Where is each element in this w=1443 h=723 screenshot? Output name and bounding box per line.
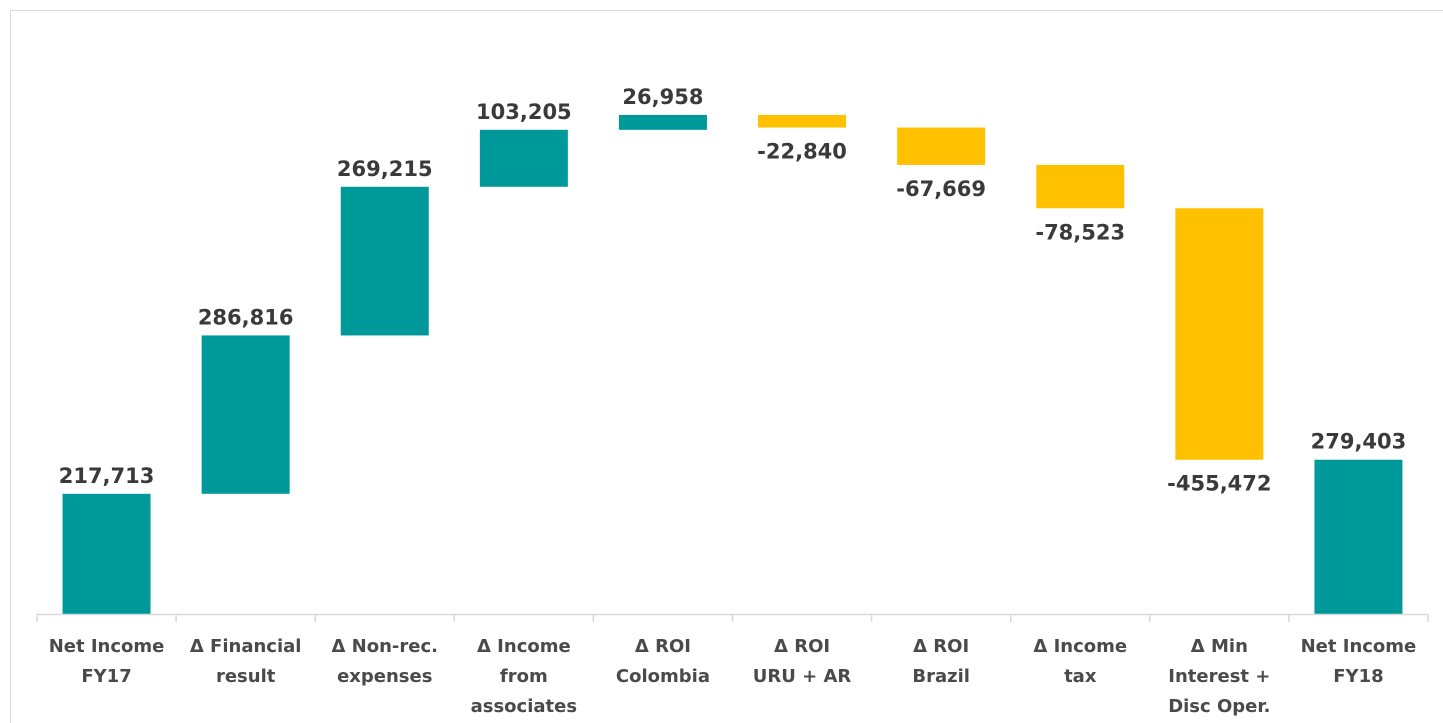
data-labels-group: 217,713 286,816 269,215 103,205 26,958 -22,84… <box>59 85 1407 496</box>
chart-frame <box>10 10 1443 723</box>
waterfall-bar <box>1314 459 1403 614</box>
waterfall-bar <box>618 114 707 130</box>
data-label: 26,958 <box>622 85 703 109</box>
category-label: result <box>216 666 276 687</box>
category-label: tax <box>1064 666 1097 687</box>
waterfall-bar <box>62 493 151 614</box>
category-label: from <box>500 666 548 687</box>
category-labels-group: Net Income FY17 Δ Financial result Δ Non-rec… <box>49 636 1417 717</box>
category-label: FY18 <box>1333 666 1383 687</box>
category-label: Δ Financial <box>190 636 302 657</box>
data-label: -455,472 <box>1167 472 1271 496</box>
waterfall-bar <box>340 186 429 336</box>
category-label: expenses <box>337 666 432 687</box>
waterfall-bar <box>1036 164 1125 209</box>
waterfall-bar <box>758 114 847 128</box>
category-label: Interest + <box>1168 666 1270 687</box>
waterfall-bar <box>897 127 986 165</box>
data-label: 286,816 <box>198 305 294 329</box>
data-label: 279,403 <box>1311 430 1407 454</box>
data-label: -78,523 <box>1035 220 1125 244</box>
waterfall-bar <box>1175 208 1264 460</box>
category-label: Δ Income <box>477 636 571 657</box>
category-label: Brazil <box>912 666 970 687</box>
data-label: 217,713 <box>59 464 155 488</box>
category-label: Δ ROI <box>635 636 691 657</box>
bars-group <box>62 114 1403 614</box>
data-label: 103,205 <box>476 100 572 124</box>
category-label: Colombia <box>616 666 710 687</box>
category-label: Δ ROI <box>913 636 969 657</box>
waterfall-bar <box>201 335 290 494</box>
category-label: Net Income <box>49 636 165 657</box>
category-label: Δ Non-rec. <box>331 636 438 657</box>
category-label: associates <box>471 696 577 717</box>
category-label: Δ Income <box>1033 636 1127 657</box>
category-label: FY17 <box>81 666 131 687</box>
category-label: URU + AR <box>753 666 852 687</box>
data-label: -67,669 <box>896 177 986 201</box>
data-label: -22,840 <box>757 140 847 164</box>
category-label: Net Income <box>1301 636 1417 657</box>
category-label: Δ Min <box>1191 636 1248 657</box>
data-label: 269,215 <box>337 157 433 181</box>
waterfall-bar <box>479 129 568 187</box>
category-label: Δ ROI <box>774 636 830 657</box>
x-axis <box>36 613 1429 622</box>
category-label: Disc Oper. <box>1168 696 1270 717</box>
